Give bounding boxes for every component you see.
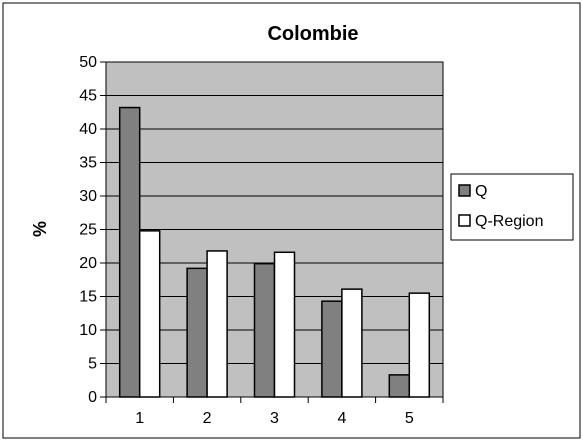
y-tick-label: 50 <box>79 54 97 71</box>
y-tick-label: 15 <box>79 289 97 306</box>
y-tick-label: 30 <box>79 188 97 205</box>
bar-q-region-5 <box>408 292 431 398</box>
y-tick-label: 0 <box>88 389 97 406</box>
bar-q-4 <box>321 300 343 398</box>
y-tick-label: 25 <box>79 222 97 239</box>
x-tick-label: 5 <box>405 410 414 427</box>
x-tick-label: 3 <box>270 410 279 427</box>
bar-q-region-2 <box>206 250 228 398</box>
x-tick-label: 2 <box>203 410 212 427</box>
bar-q-region-1 <box>138 230 161 398</box>
bar-q-1 <box>118 106 141 398</box>
bar-q-region-3 <box>273 251 296 398</box>
y-tick-label: 40 <box>79 121 97 138</box>
legend-label-q-region: Q-Region <box>475 213 543 230</box>
y-tick-label: 10 <box>79 322 97 339</box>
chart-title: Colombie <box>267 23 358 45</box>
y-axis-label: % <box>30 221 50 237</box>
bar-q-3 <box>253 262 276 398</box>
x-tick-label: 4 <box>337 410 346 427</box>
legend-box <box>450 173 574 241</box>
legend-swatch-q-region <box>458 214 471 227</box>
bar-q-region-4 <box>341 288 363 398</box>
y-tick-label: 5 <box>88 356 97 373</box>
y-tick-label: 20 <box>79 255 97 272</box>
legend-label-q: Q <box>475 183 487 200</box>
x-tick-label: 1 <box>135 410 144 427</box>
legend-swatch-q <box>458 184 471 197</box>
y-tick-label: 35 <box>79 155 97 172</box>
bar-q-5 <box>388 374 411 398</box>
bar-q-2 <box>186 267 208 398</box>
y-tick-label: 45 <box>79 88 97 105</box>
legend: Q Q-Region <box>450 173 574 241</box>
